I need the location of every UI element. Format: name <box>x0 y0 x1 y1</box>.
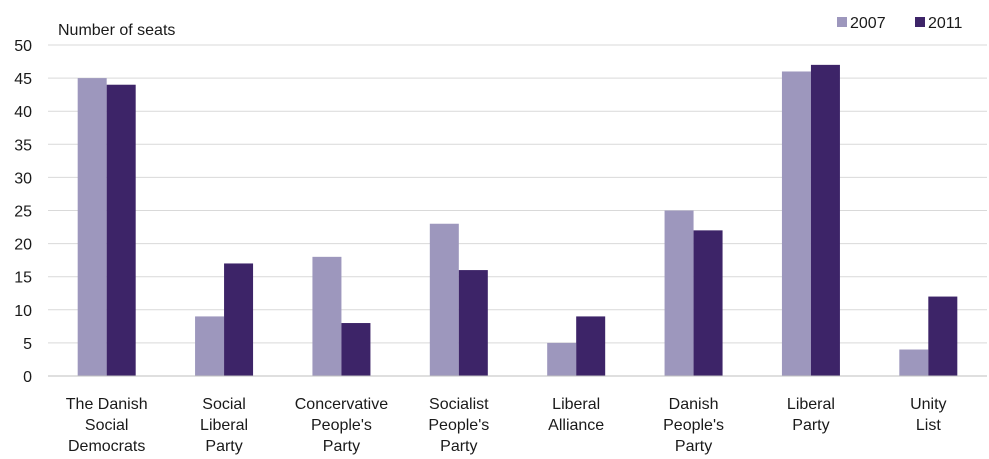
bar-2007 <box>312 256 342 376</box>
y-tick-label: 45 <box>14 71 32 88</box>
bar-2011 <box>224 263 254 376</box>
y-tick-label: 40 <box>14 104 32 121</box>
legend: 2007 2011 <box>837 15 963 32</box>
x-category-label: Liberal Party <box>787 396 835 434</box>
x-category-label: Unity List <box>910 396 946 434</box>
y-tick-label: 5 <box>23 336 32 353</box>
y-tick-label: 10 <box>14 303 32 320</box>
legend-swatch-2007 <box>837 17 847 27</box>
bar-2011 <box>810 64 840 377</box>
bar-2011 <box>341 323 371 376</box>
bar-2007 <box>195 316 225 376</box>
y-tick-label: 50 <box>14 38 32 55</box>
legend-label-2011: 2011 <box>928 15 963 32</box>
bar-2007 <box>77 78 107 376</box>
y-axis-label: Number of seats <box>58 22 175 39</box>
bar-2007 <box>781 71 811 376</box>
legend-label-2007: 2007 <box>850 15 886 32</box>
x-category-label: Socialist People's Party <box>428 396 489 455</box>
y-tick-label: 35 <box>14 137 32 154</box>
x-category-label: Concervative People's Party <box>295 396 388 455</box>
bar-2007 <box>429 223 459 376</box>
bar-2007 <box>664 210 694 376</box>
x-axis-labels: The Danish Social Democrats Social Liberal Pa… <box>66 396 947 455</box>
bar-2011 <box>458 270 488 376</box>
bar-2011 <box>928 296 958 376</box>
x-category-label: Danish People's Party <box>663 396 724 455</box>
bar-2011 <box>106 84 136 376</box>
legend-swatch-2011 <box>915 17 925 27</box>
x-category-label: Social Liberal Party <box>200 396 248 455</box>
gridlines <box>48 44 987 344</box>
bar-2007 <box>547 342 577 376</box>
y-tick-label: 15 <box>14 270 32 287</box>
y-tick-label: 25 <box>14 204 32 221</box>
x-category-label: The Danish Social Democrats <box>66 396 148 455</box>
bar-2011 <box>576 316 606 376</box>
bar-2011 <box>693 230 723 376</box>
bar-2007 <box>899 349 929 376</box>
y-axis-ticks: 0 5 10 15 20 25 30 35 40 45 50 <box>14 38 32 386</box>
y-tick-label: 0 <box>23 369 32 386</box>
y-tick-label: 20 <box>14 237 32 254</box>
bars <box>77 64 958 377</box>
x-category-label: Liberal Alliance <box>548 396 604 434</box>
y-tick-label: 30 <box>14 170 32 187</box>
